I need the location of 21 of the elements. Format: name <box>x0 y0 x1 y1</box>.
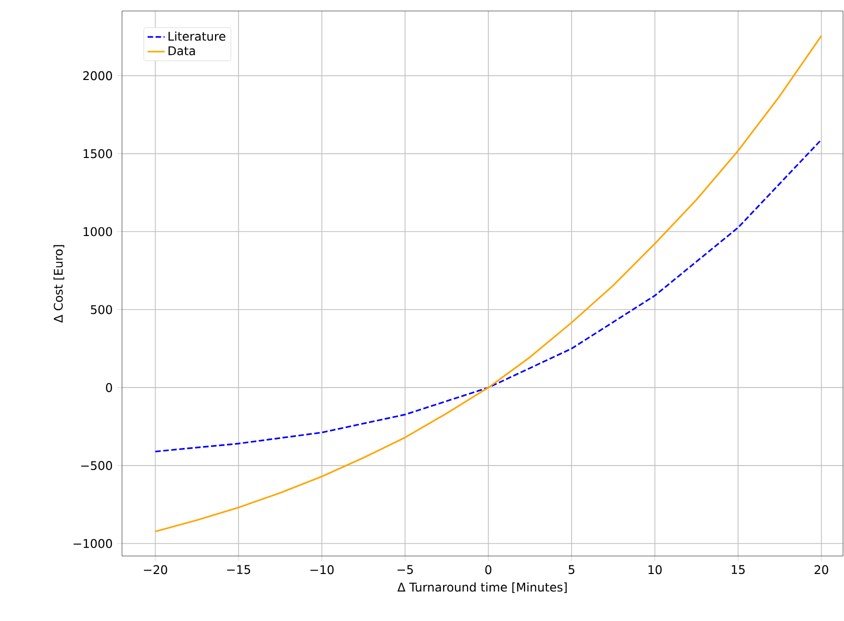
line-series <box>154 138 822 452</box>
x-tick-label: −5 <box>398 565 413 574</box>
x-tick-label: 0 <box>485 565 492 574</box>
x-axis-title: Δ Turnaround time [Minutes] <box>397 582 567 594</box>
y-tick-label: 0 <box>106 383 112 392</box>
y-tick-label: 1000 <box>84 227 112 236</box>
x-tick-label: 15 <box>732 565 745 574</box>
y-tick-label: 2000 <box>83 71 112 80</box>
y-tick-label: −500 <box>81 461 112 470</box>
x-tick-label: 10 <box>648 565 662 574</box>
legend-label: Literature <box>168 32 226 41</box>
y-tick-label: 1500 <box>84 149 112 158</box>
x-tick-label: 5 <box>568 565 574 574</box>
y-tick-label: −1000 <box>74 539 112 548</box>
legend-label: Data <box>168 46 195 56</box>
x-tick-label: −20 <box>144 565 168 574</box>
y-tick-label: 500 <box>90 305 112 314</box>
x-tick-label: 20 <box>814 565 828 574</box>
y-axis-title: Δ Cost [Euro] <box>54 245 64 323</box>
x-tick-label: −10 <box>310 565 334 574</box>
x-tick-label: −15 <box>227 565 250 574</box>
